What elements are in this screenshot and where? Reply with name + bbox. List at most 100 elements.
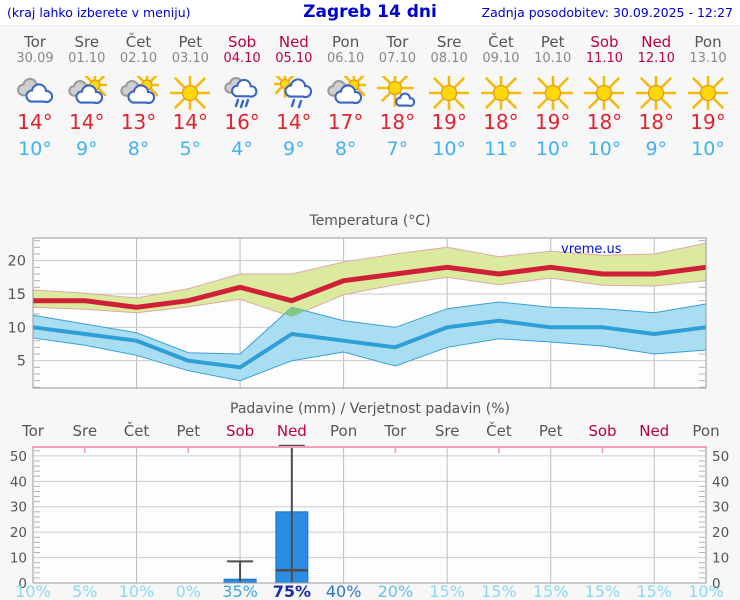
day-name-label: Ned [641, 33, 672, 51]
high-temp-value: 18° [379, 110, 416, 134]
precip-ytick-right: 40 [712, 474, 729, 490]
pop-percent-label: 10% [15, 582, 51, 600]
low-temp-value: 8° [127, 138, 150, 160]
precip-ytick-left: 10 [10, 551, 27, 567]
precip-ytick-left: 20 [10, 525, 27, 541]
precip-ytick-right: 20 [712, 525, 729, 541]
low-temp-value: 4° [231, 138, 253, 160]
day-name-label: Sob [227, 33, 257, 51]
day-name-label: Ned [278, 33, 309, 51]
pop-percent-label: 20% [378, 582, 414, 600]
pop-percent-label: 15% [585, 582, 621, 600]
day-column: Čet 09.10 18° 11° [475, 0, 527, 170]
day-column: Sob 11.10 18° 10° [578, 0, 630, 170]
band-overlap [284, 307, 306, 317]
day-date-label: 13.10 [689, 51, 727, 66]
precip-ytick-right: 0 [712, 576, 721, 592]
day-name-label: Tor [386, 33, 409, 51]
precip-day-label: Čet [486, 421, 512, 440]
precip-day-label: Sre [72, 422, 97, 440]
sunny-icon [532, 76, 573, 110]
sun-rain-icon [273, 76, 312, 109]
precip-ytick-left: 50 [10, 449, 27, 465]
high-temp-value: 17° [327, 110, 364, 134]
day-date-label: 08.10 [430, 51, 468, 66]
day-column: Sre 08.10 19° 10° [423, 0, 475, 170]
pop-percent-label: 15% [533, 582, 569, 600]
pop-percent-label: 0% [176, 582, 201, 600]
pop-percent-label: 5% [72, 582, 97, 600]
day-column: Pet 10.10 19° 10° [527, 0, 579, 170]
tmax-line [33, 264, 707, 310]
forecast-strip: Tor 30.09 14° 10° Sre 01.10 14° 9° Čet 0… [0, 0, 740, 172]
high-temp-value: 14° [276, 110, 312, 134]
precip-day-label: Pon [330, 422, 357, 440]
sunny-icon [480, 76, 521, 110]
precip-day-label: Ned [277, 422, 307, 440]
temp-ytick-label: 20 [8, 254, 26, 270]
precip-ytick-right: 10 [712, 551, 729, 567]
precip-ytick-right: 30 [712, 500, 729, 516]
pop-percent-label: 15% [636, 582, 672, 600]
temp-ytick-label: 15 [8, 287, 26, 303]
low-temp-value: 5° [179, 138, 202, 160]
rain-icon [224, 76, 258, 109]
precip-day-label: Ned [639, 422, 669, 440]
pop-percent-label: 15% [429, 582, 465, 600]
day-name-label: Pet [540, 33, 565, 51]
sun-clouds-icon [326, 76, 366, 105]
precip-ytick-right: 50 [712, 449, 729, 465]
day-date-label: 02.10 [119, 51, 158, 66]
precip-day-label: Pon [692, 422, 719, 440]
sunny-icon [170, 76, 211, 110]
precip-ytick-left: 0 [18, 576, 27, 592]
sunny-icon [688, 76, 728, 110]
precipitation-chart-title: Padavine (mm) / Verjetnost padavin (%) [230, 401, 510, 417]
day-date-label: 10.10 [534, 51, 572, 66]
low-temp-value: 7° [386, 138, 409, 160]
day-column: Sob 04.10 16° 4° [216, 0, 268, 170]
high-temp-value: 19° [431, 110, 467, 134]
day-name-label: Sre [74, 33, 100, 51]
day-column: Pet 03.10 14° 5° [164, 0, 216, 170]
precip-ytick-left: 30 [10, 500, 27, 516]
precip-day-label: Pet [176, 422, 200, 440]
high-temp-value: 19° [690, 110, 726, 134]
day-date-label: 05.10 [275, 51, 313, 66]
cloudy-icon [17, 77, 54, 104]
precip-day-label: Čet [124, 421, 150, 440]
sunny-icon [636, 76, 677, 110]
temperature-chart: 5 10 15 20 vreme.us [8, 237, 707, 389]
high-temp-value: 14° [17, 110, 53, 134]
high-temp-value: 18° [586, 110, 623, 134]
tmin-line [32, 318, 707, 370]
high-temp-value: 16° [224, 110, 260, 134]
temperature-chart-title: Temperatura (°C) [309, 213, 431, 229]
low-temp-value: 9° [283, 138, 305, 160]
day-date-label: 03.10 [171, 51, 209, 66]
vreme-watermark[interactable]: vreme.us [561, 242, 622, 257]
day-name-label: Pon [332, 33, 360, 51]
high-temp-value: 14° [172, 110, 209, 134]
low-temp-value: 10° [691, 138, 725, 160]
pop-percent-label: 10% [688, 582, 724, 600]
day-name-label: Tor [24, 33, 46, 51]
precip-ytick-left: 40 [10, 474, 27, 490]
day-date-label: 12.10 [637, 51, 675, 66]
day-date-label: 11.10 [585, 51, 624, 66]
day-name-label: Pet [178, 33, 203, 51]
temp-ytick-label: 10 [8, 320, 26, 336]
day-date-label: 06.10 [327, 51, 365, 66]
precip-day-label: Pet [539, 422, 563, 440]
precip-day-label: Sob [226, 422, 254, 440]
page-title: Zagreb 14 dni [303, 2, 437, 22]
precip-day-label: Tor [21, 422, 45, 440]
day-name-label: Sob [590, 33, 619, 51]
last-update-label: Zadnja posodobitev: 30.09.2025 - 12:27 [481, 5, 733, 20]
pop-percent-label: 75% [273, 582, 311, 600]
menu-hint-label: (kraj lahko izberete v meniju) [7, 5, 191, 20]
low-temp-value: 9° [645, 138, 668, 160]
precip-day-label: Tor [383, 422, 407, 440]
day-date-label: 07.10 [378, 51, 416, 66]
low-temp-value: 8° [334, 138, 357, 160]
